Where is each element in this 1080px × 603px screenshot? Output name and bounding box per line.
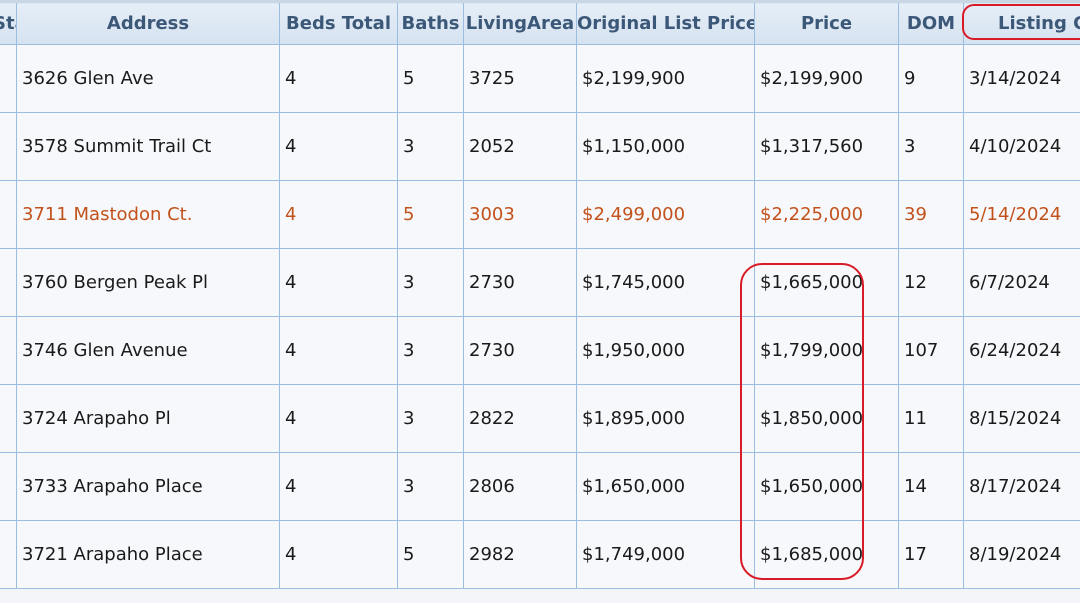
cell-living: 2052: [463, 112, 577, 181]
column-header-beds[interactable]: Beds Total: [279, 0, 398, 45]
cell-dom: 11: [898, 384, 964, 453]
cell-address: 3760 Bergen Peak Pl: [16, 248, 280, 317]
cell-price: $2,199,900: [754, 44, 899, 113]
cell-living: 2822: [463, 384, 577, 453]
cell-listing-contract: 6/7/2024: [963, 248, 1080, 317]
cell-listing-contract: 8/19/2024: [963, 520, 1080, 589]
cell-price: $2,225,000: [754, 180, 899, 249]
cell-beds: 4: [279, 384, 398, 453]
cell-orig-price: $1,150,000: [576, 112, 755, 181]
table-row[interactable]: 3721 Arapaho Place 4 5 2982 $1,749,000 $1,685…: [0, 520, 1080, 589]
cell-dom: 9: [898, 44, 964, 113]
column-header-dom[interactable]: DOM: [898, 0, 964, 45]
cell-price: $1,317,560: [754, 112, 899, 181]
cell-living: 3003: [463, 180, 577, 249]
cell-listing-contract: 8/17/2024: [963, 452, 1080, 521]
cell-beds: 4: [279, 180, 398, 249]
cell-status: [0, 248, 17, 317]
cell-status: [0, 384, 17, 453]
cell-baths: 3: [397, 316, 464, 385]
cell-dom: 3: [898, 112, 964, 181]
cell-price: $1,665,000: [754, 248, 899, 317]
table-footer-gap: [0, 593, 1080, 603]
cell-price: $1,650,000: [754, 452, 899, 521]
cell-living: 2730: [463, 316, 577, 385]
cell-status: [0, 112, 17, 181]
cell-baths: 3: [397, 384, 464, 453]
cell-listing-contract: 5/14/2024: [963, 180, 1080, 249]
column-header-listing-contract[interactable]: Listing Contract: [963, 0, 1080, 45]
cell-dom: 39: [898, 180, 964, 249]
cell-address: 3721 Arapaho Place: [16, 520, 280, 589]
cell-dom: 107: [898, 316, 964, 385]
column-header-original-list-price[interactable]: Original List Price: [576, 0, 755, 45]
cell-beds: 4: [279, 452, 398, 521]
cell-status: [0, 520, 17, 589]
cell-orig-price: $1,749,000: [576, 520, 755, 589]
cell-baths: 5: [397, 520, 464, 589]
cell-status: [0, 44, 17, 113]
cell-status: [0, 180, 17, 249]
cell-baths: 5: [397, 44, 464, 113]
table-row[interactable]: 3711 Mastodon Ct. 4 5 3003 $2,499,000 $2,225,…: [0, 180, 1080, 249]
cell-beds: 4: [279, 44, 398, 113]
cell-price: $1,685,000: [754, 520, 899, 589]
cell-orig-price: $2,199,900: [576, 44, 755, 113]
cell-beds: 4: [279, 316, 398, 385]
column-header-living-area[interactable]: LivingArea: [463, 0, 577, 45]
table-row[interactable]: 3760 Bergen Peak Pl 4 3 2730 $1,745,000 $1,66…: [0, 248, 1080, 317]
cell-beds: 4: [279, 112, 398, 181]
cell-living: 2982: [463, 520, 577, 589]
cell-orig-price: $1,950,000: [576, 316, 755, 385]
cell-listing-contract: 6/24/2024: [963, 316, 1080, 385]
cell-baths: 3: [397, 452, 464, 521]
cell-address: 3626 Glen Ave: [16, 44, 280, 113]
header-row: Status Address Beds Total Baths LivingAr…: [0, 0, 1080, 45]
cell-address: 3724 Arapaho Pl: [16, 384, 280, 453]
column-header-address[interactable]: Address: [16, 0, 280, 45]
cell-status: [0, 452, 17, 521]
cell-address: 3578 Summit Trail Ct: [16, 112, 280, 181]
cell-orig-price: $1,895,000: [576, 384, 755, 453]
cell-baths: 3: [397, 248, 464, 317]
cell-listing-contract: 4/10/2024: [963, 112, 1080, 181]
cell-address: 3733 Arapaho Place: [16, 452, 280, 521]
column-header-price[interactable]: Price: [754, 0, 899, 45]
column-header-status[interactable]: Status: [0, 0, 17, 45]
cell-dom: 17: [898, 520, 964, 589]
cell-living: 2730: [463, 248, 577, 317]
cell-address: 3711 Mastodon Ct.: [16, 180, 280, 249]
listings-table: Status Address Beds Total Baths LivingAr…: [0, 0, 1080, 589]
cell-baths: 3: [397, 112, 464, 181]
cell-living: 2806: [463, 452, 577, 521]
table-row[interactable]: 3724 Arapaho Pl 4 3 2822 $1,895,000 $1,850,00…: [0, 384, 1080, 453]
cell-dom: 12: [898, 248, 964, 317]
cell-orig-price: $1,745,000: [576, 248, 755, 317]
cell-listing-contract: 8/15/2024: [963, 384, 1080, 453]
cell-dom: 14: [898, 452, 964, 521]
cell-beds: 4: [279, 520, 398, 589]
cell-living: 3725: [463, 44, 577, 113]
table-row[interactable]: 3746 Glen Avenue 4 3 2730 $1,950,000 $1,799,0…: [0, 316, 1080, 385]
cell-orig-price: $2,499,000: [576, 180, 755, 249]
cell-price: $1,850,000: [754, 384, 899, 453]
cell-address: 3746 Glen Avenue: [16, 316, 280, 385]
cell-beds: 4: [279, 248, 398, 317]
cell-baths: 5: [397, 180, 464, 249]
table-row[interactable]: 3578 Summit Trail Ct 4 3 2052 $1,150,000 $1,3…: [0, 112, 1080, 181]
column-header-baths[interactable]: Baths: [397, 0, 464, 45]
table-row[interactable]: 3733 Arapaho Place 4 3 2806 $1,650,000 $1,650…: [0, 452, 1080, 521]
table-row[interactable]: 3626 Glen Ave 4 5 3725 $2,199,900 $2,199,900 9…: [0, 44, 1080, 113]
cell-orig-price: $1,650,000: [576, 452, 755, 521]
cell-listing-contract: 3/14/2024: [963, 44, 1080, 113]
cell-price: $1,799,000: [754, 316, 899, 385]
cell-status: [0, 316, 17, 385]
